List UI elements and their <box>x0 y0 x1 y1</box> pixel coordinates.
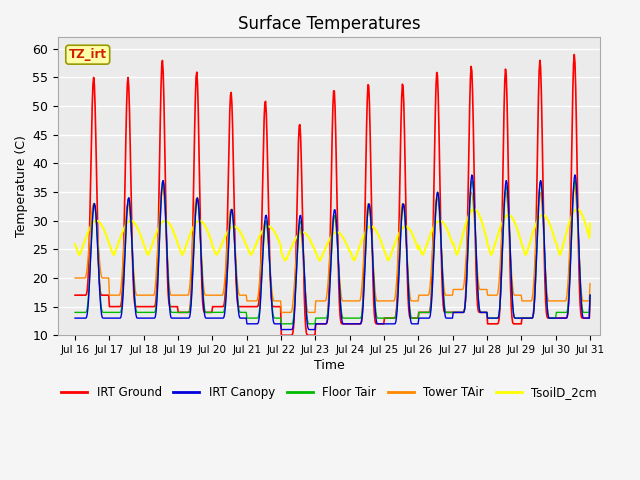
X-axis label: Time: Time <box>314 359 344 372</box>
Title: Surface Temperatures: Surface Temperatures <box>238 15 420 33</box>
Y-axis label: Temperature (C): Temperature (C) <box>15 135 28 237</box>
Text: TZ_irt: TZ_irt <box>68 48 107 61</box>
Legend: IRT Ground, IRT Canopy, Floor Tair, Tower TAir, TsoilD_2cm: IRT Ground, IRT Canopy, Floor Tair, Towe… <box>56 382 602 404</box>
